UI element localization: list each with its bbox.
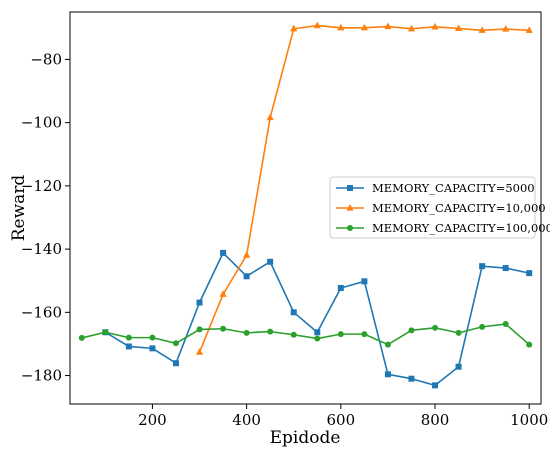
series-2 — [195, 21, 533, 355]
data-point — [361, 331, 368, 338]
data-point — [455, 363, 462, 370]
series-layer — [78, 21, 533, 389]
data-point — [290, 309, 297, 316]
legend: MEMORY_CAPACITY=5000 MEMORY_CAPACITY=10,0… — [329, 176, 550, 239]
legend-label: MEMORY_CAPACITY=5000 — [372, 181, 535, 195]
data-point — [125, 343, 132, 350]
x-tick-label: 400 — [232, 411, 261, 429]
data-point — [243, 273, 250, 280]
data-point — [196, 299, 203, 306]
data-point — [149, 345, 156, 352]
data-point — [172, 360, 179, 367]
data-point — [337, 331, 344, 338]
data-point — [337, 23, 345, 31]
series-line — [81, 323, 530, 346]
data-point — [266, 113, 274, 121]
data-point — [290, 331, 297, 338]
data-point — [525, 26, 533, 33]
legend-label: MEMORY_CAPACITY=10,000 — [372, 201, 546, 215]
y-axis-ticks: −180 −160 −140 −120 −100 −80 — [21, 50, 70, 385]
data-point — [149, 334, 156, 341]
data-point — [267, 328, 274, 335]
data-point — [431, 22, 439, 30]
data-point — [313, 21, 321, 29]
data-point — [502, 25, 510, 32]
legend-marker — [347, 185, 353, 191]
data-point — [220, 249, 227, 256]
data-point — [314, 335, 321, 342]
data-point — [337, 284, 344, 291]
x-axis-label: Epidode — [270, 428, 341, 448]
x-tick-label: 200 — [138, 411, 167, 429]
data-point — [384, 341, 391, 348]
y-axis-label: Reward — [9, 175, 29, 242]
data-point — [314, 329, 321, 336]
data-point — [384, 371, 391, 378]
data-point — [432, 324, 439, 331]
y-tick-label: −140 — [21, 240, 62, 258]
data-point — [478, 26, 486, 33]
data-point — [384, 22, 392, 30]
data-point — [102, 329, 109, 336]
data-point — [290, 24, 298, 32]
x-tick-label: 600 — [327, 411, 356, 429]
y-tick-label: −80 — [30, 50, 62, 68]
y-tick-label: −120 — [21, 177, 62, 195]
data-point — [125, 334, 132, 341]
data-point — [502, 265, 509, 272]
y-tick-label: −160 — [21, 303, 62, 321]
data-point — [243, 251, 251, 258]
data-point — [526, 270, 533, 277]
legend-marker — [346, 204, 354, 211]
data-point — [172, 340, 179, 347]
data-point — [455, 329, 462, 336]
data-point — [432, 382, 439, 389]
data-point — [479, 263, 486, 270]
data-point — [196, 326, 203, 333]
data-point — [220, 325, 227, 332]
data-point — [502, 321, 509, 328]
data-point — [526, 341, 533, 348]
data-point — [479, 323, 486, 330]
x-axis-ticks: 200 400 600 800 1000 — [138, 404, 548, 429]
data-point — [243, 329, 250, 336]
legend-marker — [347, 225, 353, 231]
y-tick-label: −100 — [21, 114, 62, 132]
data-point — [408, 327, 415, 334]
data-point — [195, 348, 204, 355]
data-point — [267, 258, 274, 265]
x-tick-label: 1000 — [510, 411, 548, 429]
x-tick-label: 800 — [421, 411, 450, 429]
data-point — [219, 290, 227, 297]
data-point — [360, 23, 368, 31]
legend-box — [329, 176, 536, 239]
data-point — [407, 24, 416, 32]
data-point — [408, 375, 415, 382]
series-3 — [78, 321, 533, 348]
legend-label: MEMORY_CAPACITY=100,000 — [372, 221, 550, 235]
data-point — [454, 24, 463, 32]
data-point — [361, 278, 368, 285]
data-point — [78, 334, 85, 341]
y-tick-label: −180 — [21, 367, 62, 385]
